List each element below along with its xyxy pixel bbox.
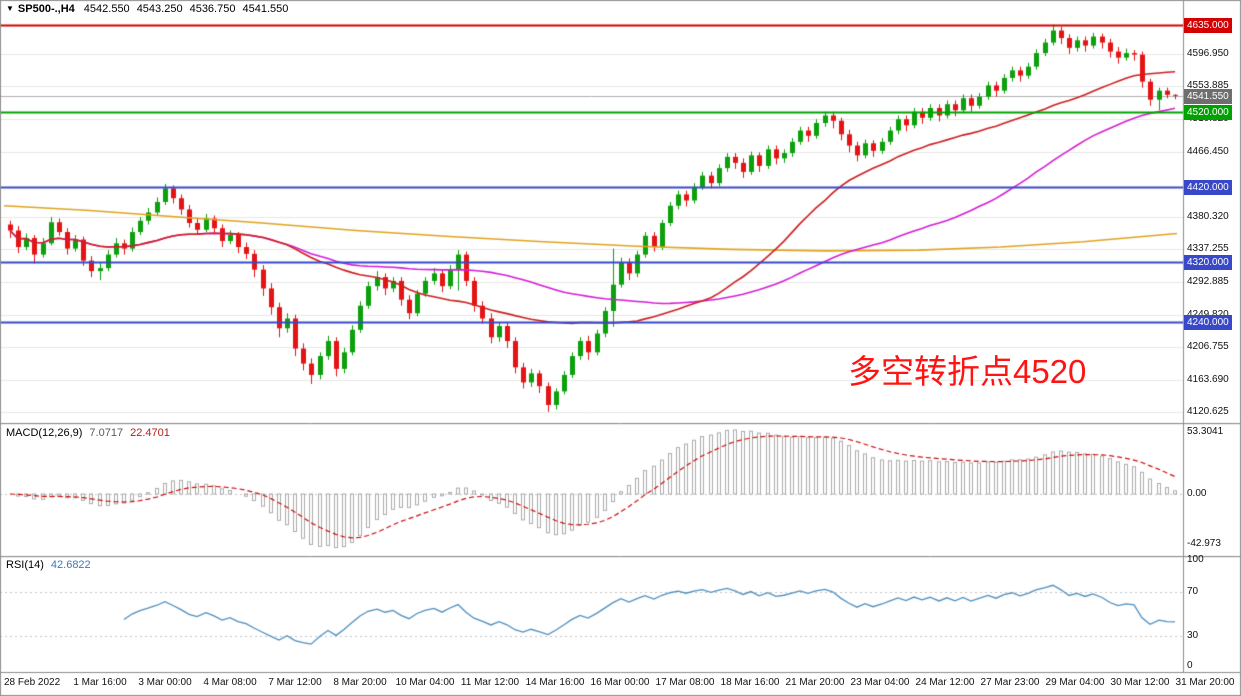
date-label: 8 Mar 20:00 — [333, 677, 387, 688]
rsi-value: 42.6822 — [50, 559, 91, 571]
level-price-badge: 4420.000 — [1184, 179, 1232, 195]
price-gridline-label: 4292.885 — [1187, 276, 1229, 288]
price-gridline-label: 4380.320 — [1187, 210, 1229, 222]
price-gridline-label: 4249.820 — [1187, 309, 1229, 321]
price-gridline-label: 4120.625 — [1187, 406, 1229, 417]
macd-indicator-label: MACD(12,26,9) 7.0717 22.4701 — [6, 427, 170, 439]
date-label: 24 Mar 12:00 — [915, 677, 975, 688]
level-price-badge: 4520.000 — [1184, 104, 1232, 120]
ohlc-low: 4536.750 — [189, 3, 236, 15]
date-label: 11 Mar 12:00 — [460, 677, 520, 688]
chart-menu-icon[interactable]: ▼ — [6, 4, 14, 13]
ohlc-high: 4543.250 — [136, 3, 183, 15]
level-price-badge: 4320.000 — [1184, 255, 1232, 271]
macd-signal-value: 22.4701 — [130, 427, 170, 439]
price-gridline-label: 4163.690 — [1187, 373, 1229, 385]
price-gridline-label: 4596.950 — [1187, 47, 1229, 59]
chart-header: ▼ SP500-.,H4 4542.550 4543.250 4536.750 4541.… — [6, 3, 295, 15]
date-label: 18 Mar 16:00 — [720, 677, 780, 688]
ohlc-close: 4541.550 — [242, 3, 289, 15]
rsi-scale-label: 100 — [1187, 554, 1204, 565]
date-label: 4 Mar 08:00 — [203, 677, 257, 688]
price-gridline-label: 4206.755 — [1187, 341, 1229, 353]
date-label: 27 Mar 23:00 — [980, 677, 1040, 688]
date-label: 16 Mar 00:00 — [590, 677, 650, 688]
macd-scale-label: -42.973 — [1187, 537, 1221, 549]
date-label: 21 Mar 20:00 — [785, 677, 845, 688]
rsi-indicator-label: RSI(14) 42.6822 — [6, 559, 91, 571]
date-label: 10 Mar 04:00 — [395, 677, 455, 688]
macd-scale-label: 53.3041 — [1187, 425, 1224, 437]
macd-main-value: 7.0717 — [89, 427, 124, 439]
date-label: 14 Mar 16:00 — [525, 677, 585, 688]
date-label: 1 Mar 16:00 — [73, 677, 127, 688]
rsi-label-text: RSI(14) — [6, 559, 44, 571]
ohlc-open: 4542.550 — [83, 3, 130, 15]
date-label: 28 Feb 2022 — [4, 677, 61, 688]
date-label: 7 Mar 12:00 — [268, 677, 322, 688]
rsi-scale-label: 0 — [1187, 660, 1193, 671]
symbol-timeframe-label: SP500-.,H4 — [17, 3, 75, 15]
date-label: 23 Mar 04:00 — [850, 677, 910, 688]
current-price-badge: 4541.550 — [1184, 88, 1232, 104]
date-label: 31 Mar 20:00 — [1175, 677, 1235, 688]
date-label: 17 Mar 08:00 — [655, 677, 715, 688]
price-gridline-label: 4553.885 — [1187, 80, 1229, 92]
rsi-scale-label: 30 — [1187, 629, 1199, 641]
macd-label-text: MACD(12,26,9) — [6, 427, 83, 439]
text-annotation[interactable]: 多空转折点4520 — [848, 353, 1087, 390]
date-label: 29 Mar 04:00 — [1045, 677, 1105, 688]
date-label: 30 Mar 12:00 — [1110, 677, 1170, 688]
date-label: 3 Mar 00:00 — [138, 677, 192, 688]
price-gridline-label: 4337.255 — [1187, 243, 1229, 255]
level-price-badge: 4240.000 — [1184, 315, 1232, 331]
rsi-scale-label: 70 — [1187, 586, 1199, 598]
level-price-badge: 4635.000 — [1184, 18, 1232, 34]
macd-scale-label: 0.00 — [1187, 488, 1207, 499]
price-gridline-label: 4466.450 — [1187, 146, 1229, 157]
